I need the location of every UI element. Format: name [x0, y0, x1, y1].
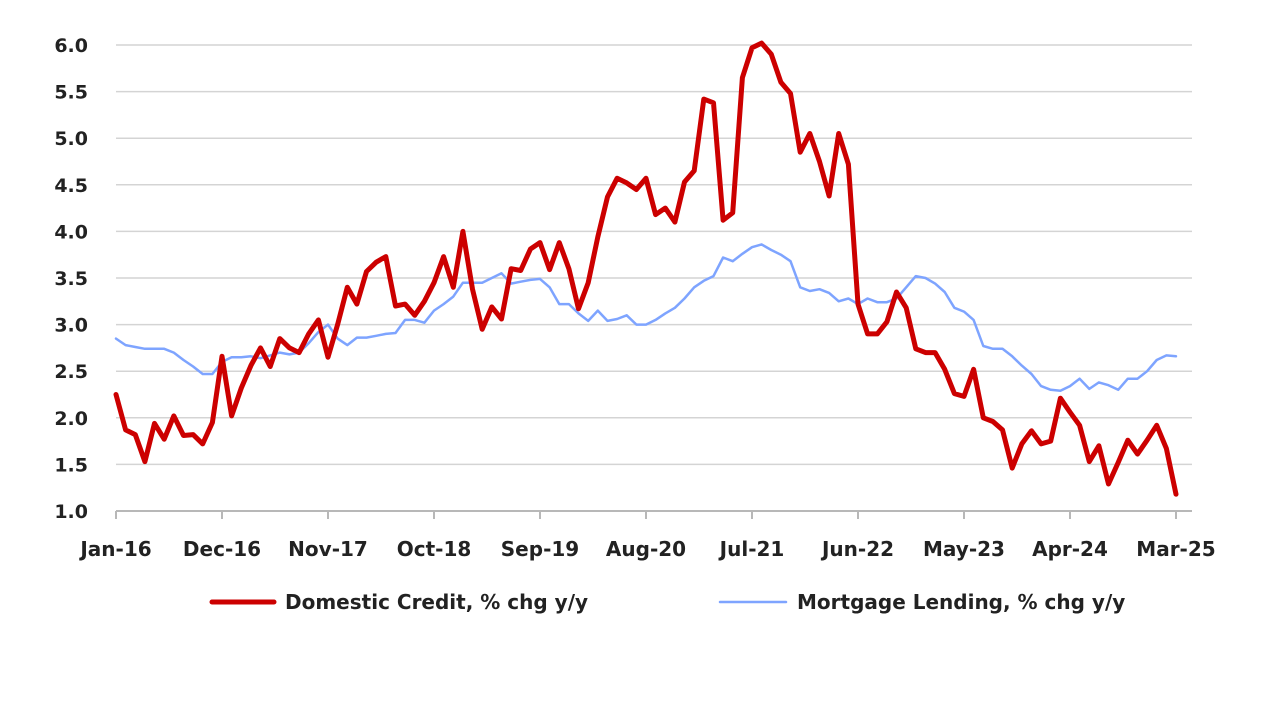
y-axis-tick-labels: 1.0 1.5 2.0 2.5 3.0 3.5 4.0 4.5 5.0 5.5 6.0 — [54, 35, 88, 523]
y-tick-label: 4.5 — [54, 175, 88, 197]
x-tick-label: Nov-17 — [288, 537, 368, 561]
y-tick-label: 5.5 — [54, 82, 88, 104]
gridlines — [116, 44, 1192, 466]
y-tick-label: 3.0 — [54, 315, 88, 337]
legend: Domestic Credit, % chg y/y Mortgage Lendi… — [209, 590, 1125, 614]
x-tick-label: Aug-20 — [606, 537, 686, 561]
y-tick-label: 1.5 — [54, 454, 88, 476]
y-tick-label: 5.0 — [54, 128, 88, 150]
x-tick-label: Jun-22 — [820, 537, 894, 561]
x-tick-label: Jan-16 — [78, 537, 151, 561]
y-tick-label: 1.0 — [54, 501, 88, 523]
x-tick-label: Mar-25 — [1136, 537, 1215, 561]
y-tick-label: 4.0 — [54, 221, 88, 243]
legend-label: Mortgage Lending, % chg y/y — [797, 590, 1125, 614]
x-tick-label: Jul-21 — [718, 537, 785, 561]
y-tick-label: 2.0 — [54, 408, 88, 430]
x-axis-tick-labels: Jan-16 Dec-16 Nov-17 Oct-18 Sep-19 Aug-20 Jul-… — [78, 537, 1215, 561]
y-tick-label: 3.5 — [54, 268, 88, 290]
x-tick-label: Dec-16 — [183, 537, 261, 561]
x-tick-label: Apr-24 — [1032, 537, 1108, 561]
x-tick-label: Sep-19 — [501, 537, 579, 561]
y-tick-label: 6.0 — [54, 35, 88, 57]
x-axis — [115, 510, 1192, 519]
x-tick-label: May-23 — [923, 537, 1005, 561]
series-line-mortgage-lending — [114, 243, 1178, 393]
series-line-domestic-credit — [113, 40, 1179, 497]
series-lines — [113, 40, 1179, 497]
legend-label: Domestic Credit, % chg y/y — [285, 590, 588, 614]
x-tick-label: Oct-18 — [397, 537, 472, 561]
y-tick-label: 2.5 — [54, 361, 88, 383]
